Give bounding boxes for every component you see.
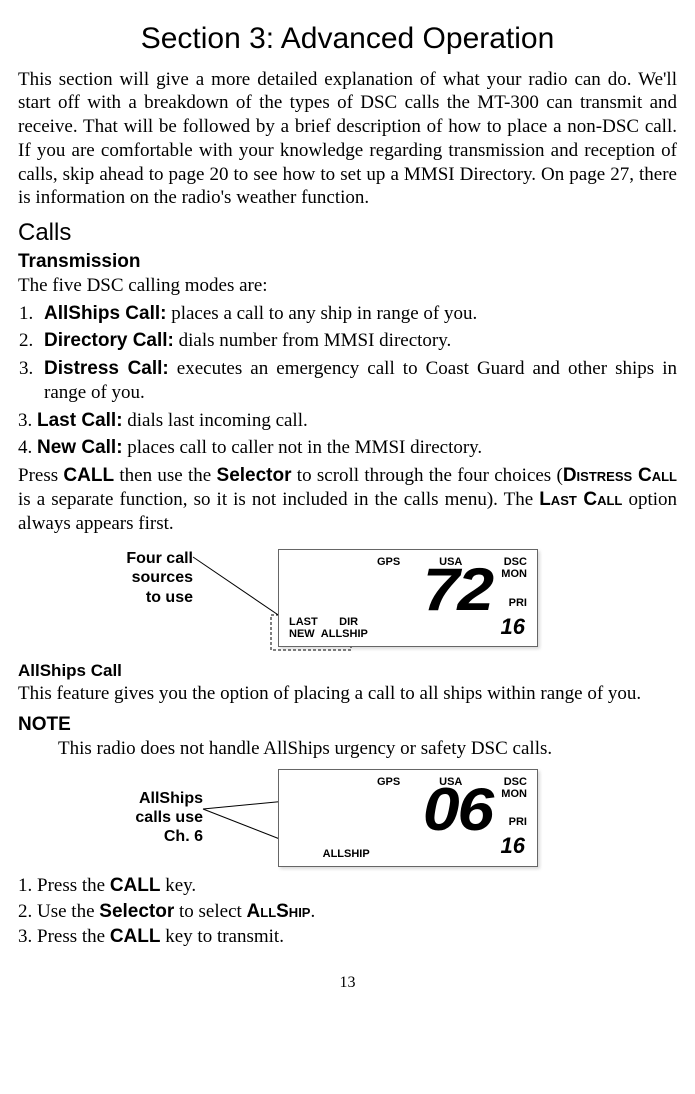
lcd-pri: PRI bbox=[509, 816, 527, 828]
lcd-last: LAST bbox=[289, 616, 318, 628]
intro-paragraph: This section will give a more detailed e… bbox=[18, 68, 677, 211]
fig1-lcd-bottom: LAST DIR NEW ALLSHIP bbox=[289, 616, 368, 640]
page-number: 13 bbox=[18, 973, 677, 993]
figure-2: AllShips calls use Ch. 6 . GPS USA DSCMO… bbox=[18, 767, 677, 872]
call-key: CALL bbox=[63, 465, 114, 486]
mode-4-label: Last Call: bbox=[37, 410, 123, 431]
transmission-heading: Transmission bbox=[18, 250, 677, 274]
selector-key: Selector bbox=[99, 901, 174, 922]
step-2: 2. Use the Selector to select AllShip. bbox=[18, 900, 677, 924]
mode-2-label: Directory Call: bbox=[44, 330, 174, 351]
t: to scroll through the four choices ( bbox=[292, 465, 563, 486]
fig2-small-number: 16 bbox=[501, 832, 525, 860]
lcd-allship: ALLSHIP bbox=[323, 848, 370, 860]
note-label: NOTE bbox=[18, 713, 677, 737]
lcd-gps: GPS bbox=[377, 776, 400, 800]
selector-key: Selector bbox=[217, 465, 292, 486]
modes-list: AllShips Call: places a call to any ship… bbox=[18, 302, 677, 405]
fig1-lcd-right: PRI bbox=[509, 578, 527, 611]
lcd-dsc: DSC bbox=[504, 556, 527, 568]
mode-1: AllShips Call: places a call to any ship… bbox=[38, 302, 677, 326]
lcd-gps: GPS bbox=[377, 556, 400, 580]
step-1: 1. Press the CALL key. bbox=[18, 874, 677, 898]
t: . bbox=[310, 901, 315, 922]
lcd-new: NEW bbox=[289, 628, 315, 640]
note-text: This radio does not handle AllShips urge… bbox=[58, 737, 677, 761]
mode-4-text: dials last incoming call. bbox=[123, 410, 308, 431]
lcd-dir: DIR bbox=[339, 616, 358, 628]
mode-3: Distress Call: executes an emergency cal… bbox=[38, 357, 677, 405]
mode-2-text: dials number from MMSI directory. bbox=[174, 330, 451, 351]
t: 1. Press the bbox=[18, 875, 110, 896]
fig1-callout: Four call sources to use bbox=[103, 549, 193, 607]
lcd-allship: ALLSHIP bbox=[321, 628, 368, 640]
figure-1: Four call sources to use . GPS USA DSCMO… bbox=[18, 543, 677, 658]
t: is a separate function, so it is not inc… bbox=[18, 489, 539, 510]
t: Press bbox=[18, 465, 63, 486]
press-paragraph: Press CALL then use the Selector to scro… bbox=[18, 464, 677, 535]
last-call-label: Last Call bbox=[539, 489, 622, 510]
fig1-big-number: 72 bbox=[423, 552, 492, 627]
fig2-callout: AllShips calls use Ch. 6 bbox=[113, 789, 203, 847]
fig1-lcd: . GPS USA DSCMON PRI LAST DIR NEW ALLSHI… bbox=[278, 549, 538, 647]
allship-label: AllShip bbox=[247, 901, 311, 922]
allships-paragraph: This feature gives you the option of pla… bbox=[18, 682, 677, 706]
t: key. bbox=[160, 875, 196, 896]
mode-5-num: 4. bbox=[18, 437, 37, 458]
distress-label: Distress Call bbox=[563, 465, 677, 486]
note-block: NOTE This radio does not handle AllShips… bbox=[18, 713, 677, 761]
mode-5-text: places call to caller not in the MMSI di… bbox=[123, 437, 483, 458]
t: 2. Use the bbox=[18, 901, 99, 922]
mode-4-num: 3. bbox=[18, 410, 37, 431]
step-3: 3. Press the CALL key to transmit. bbox=[18, 925, 677, 949]
mode-1-text: places a call to any ship in range of yo… bbox=[166, 303, 477, 324]
call-key: CALL bbox=[110, 875, 161, 896]
mode-5: 4. New Call: places call to caller not i… bbox=[18, 436, 677, 460]
fig1-small-number: 16 bbox=[501, 613, 525, 641]
mode-4: 3. Last Call: dials last incoming call. bbox=[18, 409, 677, 433]
fig2-lcd: . GPS USA DSCMON PRI ALLSHIP 06 16 bbox=[278, 769, 538, 867]
lcd-dsc: DSC bbox=[504, 776, 527, 788]
t: to select bbox=[174, 901, 246, 922]
fig2-lcd-bottom: ALLSHIP bbox=[289, 848, 370, 860]
t: key to transmit. bbox=[160, 926, 283, 947]
mode-2: Directory Call: dials number from MMSI d… bbox=[38, 329, 677, 353]
fig2-big-number: 06 bbox=[423, 772, 492, 847]
calls-heading: Calls bbox=[18, 218, 677, 248]
mode-3-label: Distress Call: bbox=[44, 358, 169, 379]
t: then use the bbox=[114, 465, 216, 486]
allships-heading: AllShips Call bbox=[18, 660, 677, 681]
mode-5-label: New Call: bbox=[37, 437, 123, 458]
section-title: Section 3: Advanced Operation bbox=[18, 20, 677, 58]
mode-1-label: AllShips Call: bbox=[44, 303, 166, 324]
t: 3. Press the bbox=[18, 926, 110, 947]
fig2-lcd-right: PRI bbox=[509, 798, 527, 831]
lcd-pri: PRI bbox=[509, 597, 527, 609]
modes-lead: The five DSC calling modes are: bbox=[18, 274, 677, 298]
call-key: CALL bbox=[110, 926, 161, 947]
